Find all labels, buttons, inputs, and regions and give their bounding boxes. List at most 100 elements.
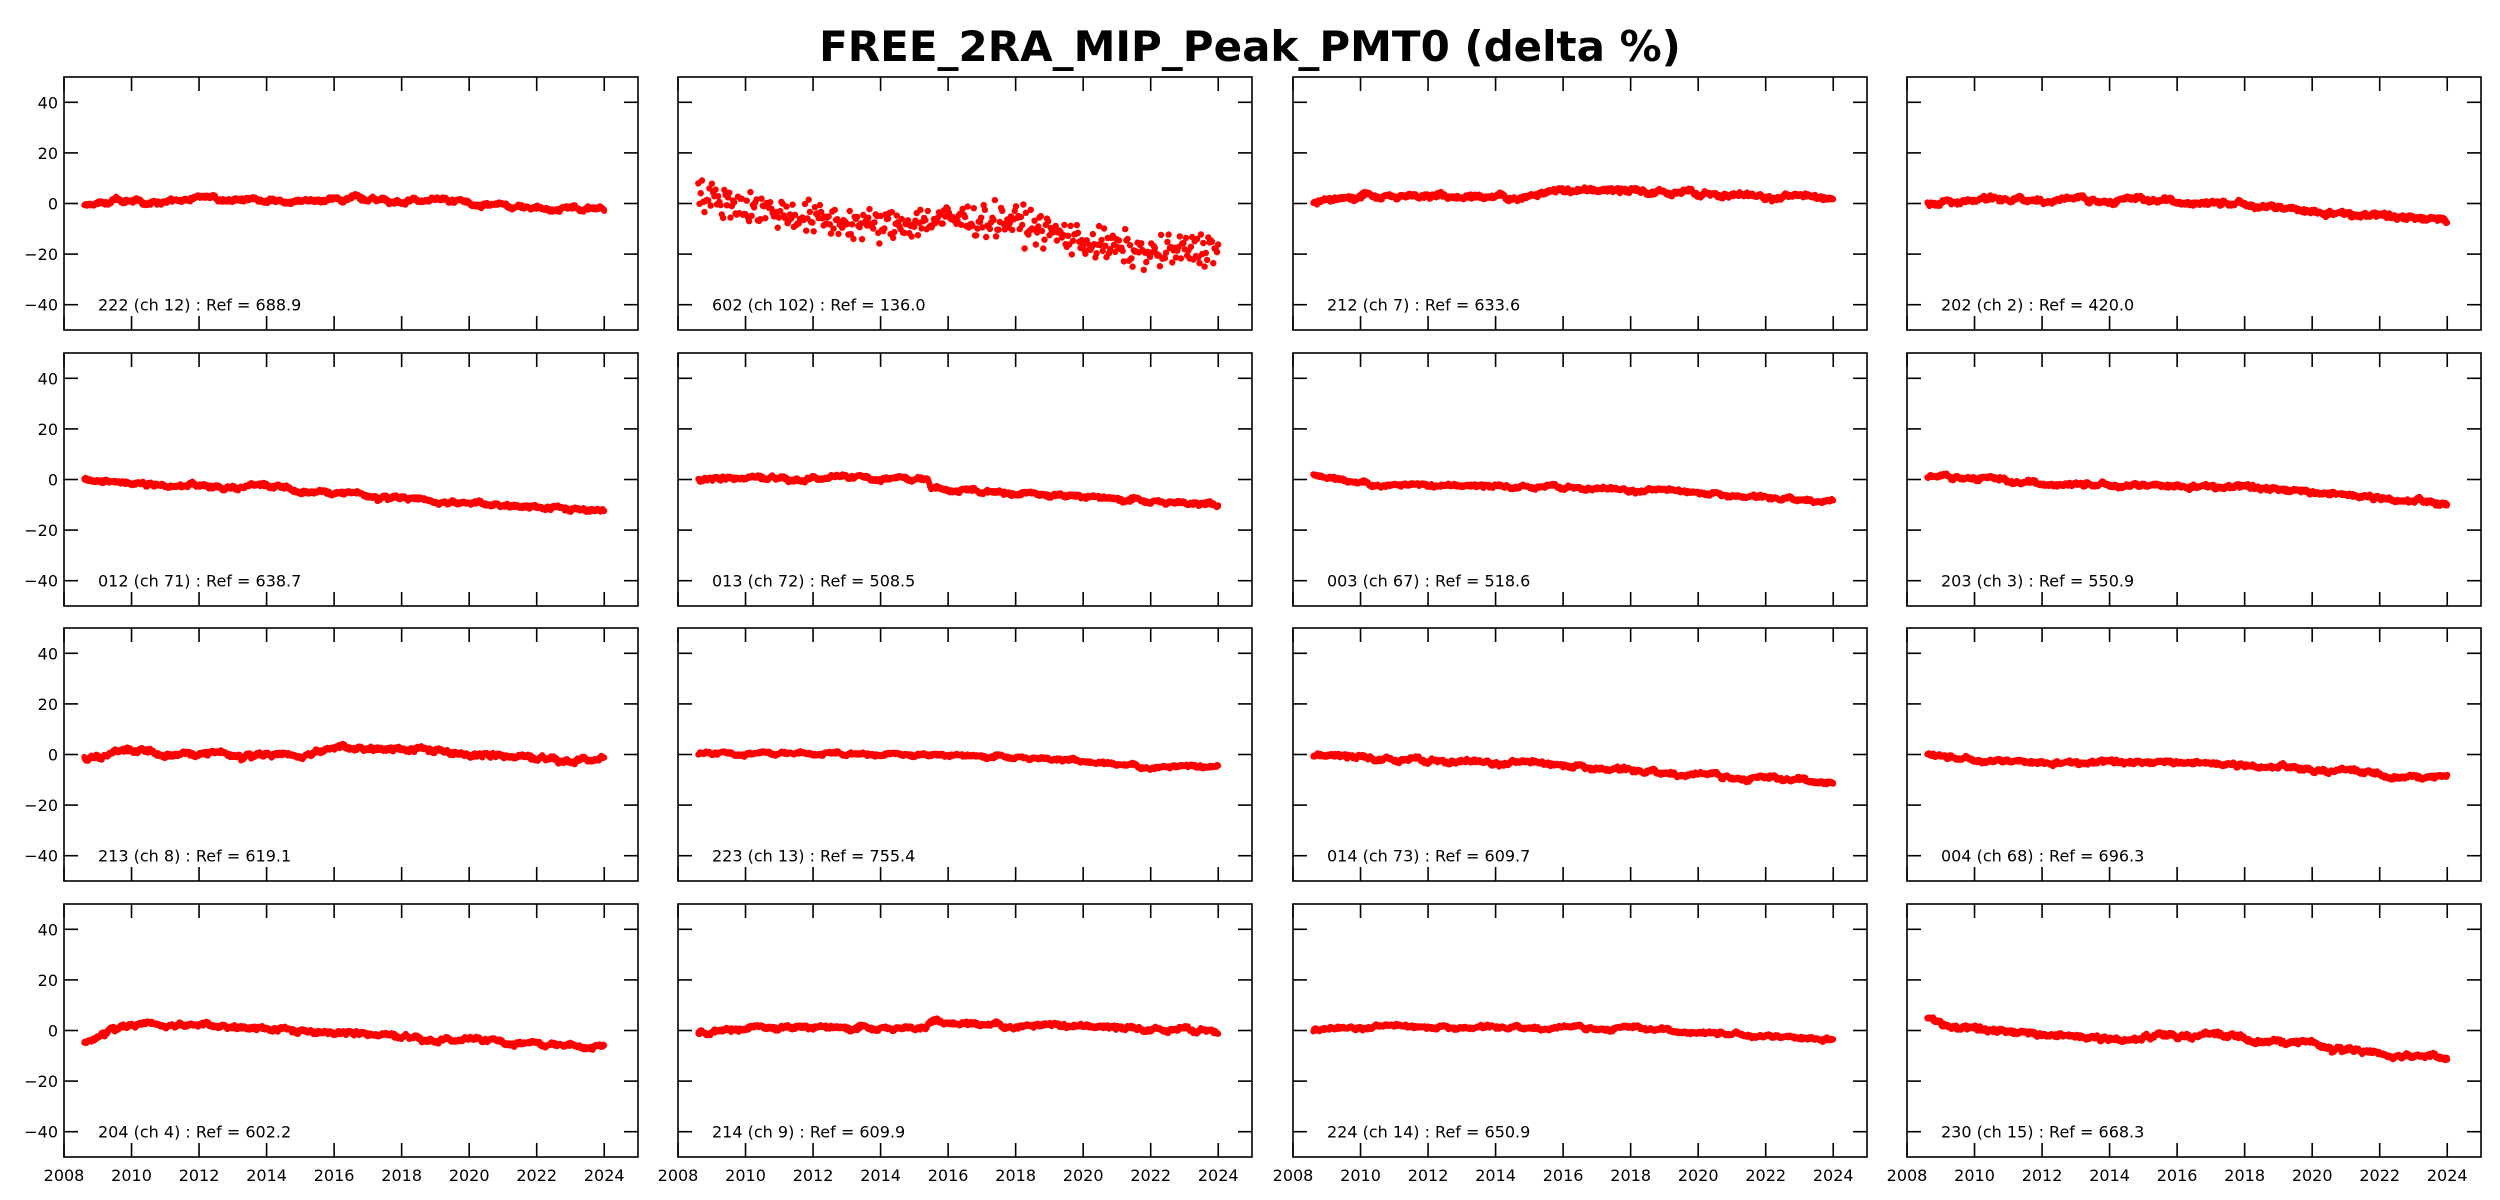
- data-point: [898, 215, 905, 223]
- data-point: [705, 197, 712, 204]
- data-point: [876, 240, 883, 247]
- data-point: [858, 236, 866, 243]
- data-point: [789, 201, 796, 208]
- data-point: [1097, 241, 1104, 249]
- data-point: [721, 186, 728, 194]
- data-point: [1032, 241, 1040, 248]
- data-point: [698, 177, 706, 184]
- data-point: [1162, 249, 1170, 256]
- data-point: [723, 202, 730, 209]
- data-point: [889, 234, 897, 241]
- data-point: [964, 203, 971, 210]
- axes-frame: [1292, 76, 1868, 331]
- data-point: [601, 208, 608, 214]
- data-point: [969, 222, 976, 230]
- data-point: [809, 219, 816, 226]
- data-points: [695, 177, 1222, 273]
- data-point: [922, 216, 929, 224]
- data-point: [1177, 255, 1185, 262]
- data-point: [774, 224, 781, 231]
- subplot-panel: 202 (ch 2) : Ref = 420.0: [1906, 76, 2482, 331]
- data-point: [1126, 242, 1134, 249]
- data-point: [871, 219, 878, 226]
- data-point: [1200, 239, 1207, 247]
- data-point: [1203, 256, 1211, 264]
- data-point: [1009, 226, 1016, 234]
- data-point: [1122, 225, 1129, 233]
- y-tick-label: −40: [24, 296, 58, 315]
- panel-annotation: 222 (ch 12) : Ref = 688.9: [98, 296, 301, 315]
- data-point: [981, 206, 989, 213]
- data-point: [1180, 239, 1187, 247]
- subplot-panel: 212 (ch 7) : Ref = 633.6: [1292, 76, 1868, 331]
- data-point: [1197, 231, 1205, 238]
- data-point: [1078, 236, 1085, 244]
- data-point: [853, 213, 861, 221]
- data-point: [1143, 258, 1150, 266]
- data-point: [870, 225, 877, 232]
- data-point: [1017, 213, 1025, 221]
- data-point: [777, 207, 784, 215]
- data-point: [758, 195, 765, 202]
- data-point: [904, 217, 912, 224]
- data-points: [81, 191, 608, 215]
- data-point: [830, 225, 837, 232]
- data-point: [888, 208, 896, 216]
- data-point: [1038, 227, 1046, 235]
- data-point: [901, 229, 908, 236]
- data-point: [825, 213, 832, 220]
- data-point: [1027, 206, 1035, 213]
- data-point: [801, 200, 809, 208]
- data-point: [847, 230, 855, 238]
- data-point: [1068, 251, 1076, 258]
- data-point: [2444, 219, 2451, 226]
- data-point: [978, 214, 985, 221]
- data-point: [806, 208, 814, 216]
- data-point: [995, 226, 1002, 233]
- data-point: [1067, 222, 1074, 229]
- data-point: [1053, 237, 1061, 244]
- data-point: [803, 227, 810, 234]
- data-point: [1169, 259, 1176, 266]
- data-point: [961, 213, 969, 221]
- data-point: [1157, 231, 1165, 239]
- data-point: [791, 211, 799, 219]
- data-point: [708, 180, 716, 187]
- data-point: [1176, 233, 1184, 240]
- data-point: [983, 233, 990, 241]
- data-point: [1120, 258, 1128, 265]
- data-points: [1310, 184, 1837, 208]
- data-point: [745, 217, 753, 225]
- data-point: [1124, 235, 1131, 243]
- data-point: [738, 195, 745, 202]
- data-point: [1059, 231, 1067, 239]
- data-point: [1146, 253, 1154, 260]
- data-point: [697, 190, 704, 197]
- data-point: [1128, 255, 1135, 262]
- data-point: [1102, 242, 1109, 249]
- y-tick-label: 20: [38, 144, 58, 163]
- data-point: [707, 202, 714, 209]
- data-point: [1202, 249, 1210, 257]
- data-point: [1215, 241, 1222, 248]
- data-point: [712, 186, 719, 193]
- y-tick-label: −20: [24, 245, 58, 264]
- data-point: [750, 204, 758, 211]
- data-point: [775, 214, 783, 221]
- data-point: [1093, 250, 1100, 257]
- chart-title: FREE_2RA_MIP_Peak_PMT0 (delta %): [0, 22, 2500, 71]
- data-point: [826, 221, 833, 228]
- data-point: [757, 216, 764, 223]
- data-points: [1924, 192, 2451, 227]
- data-point: [717, 201, 724, 209]
- data-point: [1095, 222, 1103, 230]
- data-point: [1035, 223, 1042, 230]
- data-point: [924, 207, 931, 215]
- data-point: [783, 203, 790, 210]
- data-point: [1156, 263, 1164, 270]
- data-point: [999, 207, 1006, 214]
- data-point: [979, 224, 986, 231]
- data-point: [877, 212, 884, 220]
